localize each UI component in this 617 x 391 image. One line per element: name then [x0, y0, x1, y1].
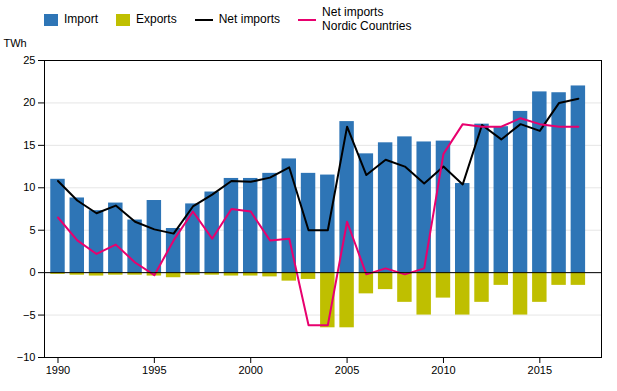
svg-text:2010: 2010 — [431, 364, 455, 376]
html-text:Exports: Exports — [136, 11, 177, 26]
svg-text:25: 25 — [23, 54, 35, 66]
svg-text:10: 10 — [23, 181, 35, 193]
svg-text:1990: 1990 — [46, 364, 70, 376]
svg-text:5: 5 — [29, 223, 35, 235]
svg-text:2015: 2015 — [528, 364, 552, 376]
svg-text:20: 20 — [23, 96, 35, 108]
svg-text:TWh: TWh — [4, 37, 27, 49]
svg-text:0: 0 — [29, 266, 35, 278]
svg-text:−10: −10 — [17, 351, 36, 363]
html-text:Net imports: Net imports — [218, 11, 281, 26]
html-text:Net imports Nordic Countries: Net imports Nordic Countries — [322, 5, 412, 33]
svg-text:−5: −5 — [23, 308, 36, 320]
html-text:Import: Import — [64, 11, 98, 26]
svg-text:2005: 2005 — [335, 364, 359, 376]
svg-text:1995: 1995 — [142, 364, 166, 376]
svg-text:2000: 2000 — [238, 364, 262, 376]
svg-text:15: 15 — [23, 138, 35, 150]
